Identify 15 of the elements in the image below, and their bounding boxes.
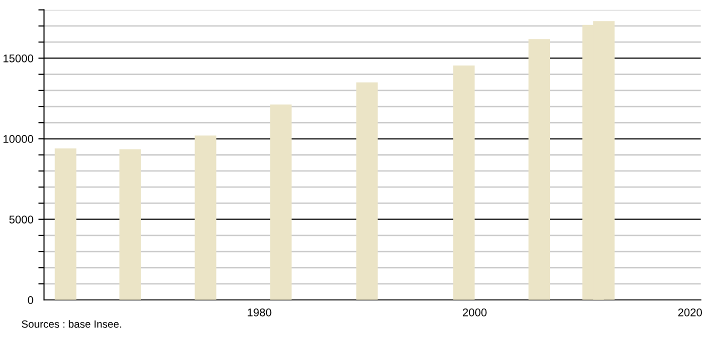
y-tick-label: 15000 <box>4 54 34 62</box>
bar <box>119 149 141 300</box>
x-tick-label: 1980 <box>248 308 272 316</box>
bar <box>528 39 550 300</box>
y-tick-label: 10000 <box>4 135 34 143</box>
y-tick-label: 0 <box>28 296 34 304</box>
x-tick-label: 2000 <box>462 308 487 316</box>
bar <box>194 136 216 300</box>
source-note: Sources : base Insee. <box>22 320 122 328</box>
bar <box>54 148 76 300</box>
y-tick-label: 5000 <box>9 216 34 224</box>
bar <box>356 82 378 300</box>
bar <box>453 65 475 300</box>
bar <box>270 104 292 300</box>
x-tick-label: 2020 <box>678 308 702 316</box>
